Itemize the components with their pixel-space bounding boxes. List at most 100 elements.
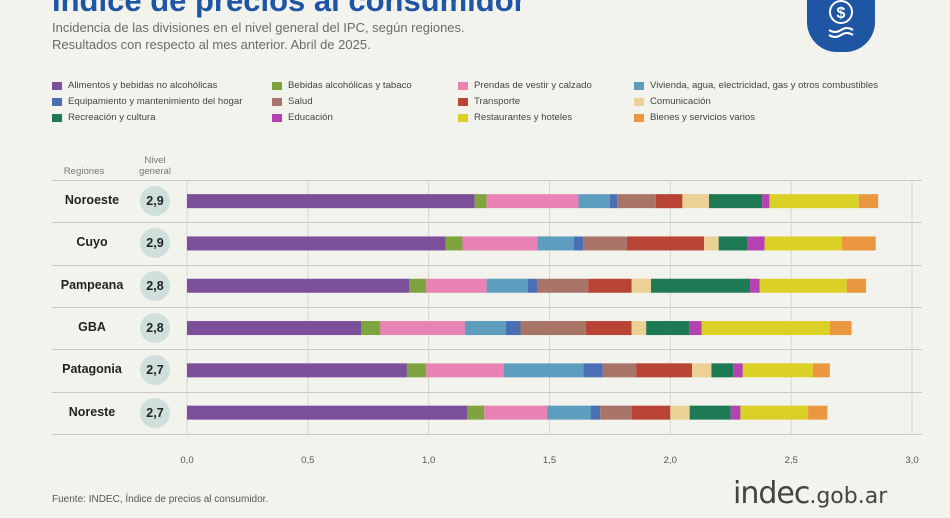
bar-segment [187, 236, 446, 251]
bar-segment [583, 236, 627, 251]
svg-text:$: $ [837, 5, 846, 22]
legend-swatch [634, 113, 644, 122]
region-label: Pampeana [60, 277, 124, 292]
bar-segment [484, 405, 548, 420]
page-title: Índice de precios al consumidor [52, 0, 526, 18]
legend-swatch [634, 97, 644, 106]
bar-segment [858, 194, 879, 209]
general-level-badge: 2,8 [140, 270, 170, 301]
level-column-header: Nivel general [130, 155, 180, 177]
indec-logo: $ [807, 0, 875, 52]
bar-segment [646, 321, 690, 336]
dollar-sign-icon: $ [828, 0, 854, 38]
bar-segment [689, 321, 702, 336]
row-separator [52, 222, 922, 224]
legend-item: Transporte [458, 96, 520, 107]
legend-label: Salud [288, 96, 313, 107]
bar-segment [467, 405, 485, 420]
bar-segment [617, 194, 656, 209]
bar-segment [486, 278, 528, 293]
general-level-badge: 2,9 [140, 186, 170, 217]
bar-segment [506, 321, 521, 336]
x-tick-label: 2,5 [784, 455, 797, 466]
bar-segment [682, 194, 709, 209]
bar-segment [655, 194, 683, 209]
general-level-badge: 2,7 [140, 397, 170, 428]
general-level-badge: 2,8 [140, 313, 170, 344]
bar-segment [474, 194, 487, 209]
bar-segment [537, 278, 589, 293]
bar-segment [709, 194, 763, 209]
bar-segment [406, 363, 427, 378]
bar-segment [812, 363, 830, 378]
bar-segment [808, 405, 828, 420]
bar-segment [636, 363, 693, 378]
x-tick-label: 2,0 [664, 455, 677, 466]
bar-segment [759, 278, 847, 293]
bar-segment [692, 363, 712, 378]
legend-item: Prendas de vestir y calzado [458, 80, 592, 91]
region-label: Noroeste [64, 193, 120, 208]
legend-item: Bebidas alcohólicas y tabaco [272, 80, 412, 91]
brand-main: indec [733, 476, 810, 511]
bar-segment [503, 363, 584, 378]
x-tick-label: 0,0 [180, 455, 193, 466]
regions-column-header: Regiones [63, 166, 105, 177]
legend-swatch [52, 97, 62, 106]
row-separator [52, 349, 922, 351]
subtitle-line-1: Incidencia de las divisiones en el nivel… [52, 20, 465, 35]
brand-logo: indec.gob.ar [733, 476, 887, 511]
bar-segment [769, 194, 859, 209]
x-tick-label: 1,5 [543, 455, 556, 466]
legend-item: Alimentos y bebidas no alcohólicas [52, 80, 217, 91]
bar-segment [445, 236, 463, 251]
source-note: Fuente: INDEC, Índice de precios al cons… [52, 494, 269, 505]
row-separator [52, 306, 922, 308]
row-separator [52, 180, 922, 181]
bar-segment [602, 363, 637, 378]
level-header-line-2: general [138, 166, 171, 177]
bar-segment [590, 405, 601, 420]
legend-item: Restaurantes y hoteles [458, 112, 572, 123]
brand-ext: .gob.ar [809, 484, 888, 509]
legend-label: Bebidas alcohólicas y tabaco [288, 80, 412, 91]
bar-segment [740, 405, 809, 420]
bar-segment [764, 236, 842, 251]
bar-segment [573, 236, 584, 251]
legend-item: Equipamiento y mantenimiento del hogar [52, 96, 242, 107]
legend-label: Prendas de vestir y calzado [474, 80, 592, 91]
row-separator [52, 433, 922, 435]
bar-segment [600, 405, 632, 420]
bar-segment [464, 321, 506, 336]
bar-segment [631, 321, 647, 336]
bar-segment [631, 405, 671, 420]
bar-segment [670, 405, 690, 420]
legend-swatch [52, 113, 62, 122]
bar-segment [762, 194, 770, 209]
legend-swatch [272, 97, 282, 106]
bar-segment [409, 278, 427, 293]
legend-label: Recreación y cultura [68, 112, 156, 123]
bar-segment [426, 363, 504, 378]
legend-item: Vivienda, agua, electricidad, gas y otro… [634, 80, 878, 91]
bar-segment [742, 363, 813, 378]
legend-label: Alimentos y bebidas no alcohólicas [68, 80, 218, 91]
legend-swatch [634, 81, 644, 90]
bar-segment [651, 278, 751, 293]
legend-label: Restaurantes y hoteles [474, 112, 573, 123]
bar-segment [588, 278, 632, 293]
level-header-line-1: Nivel [144, 155, 166, 166]
bar-segment [426, 278, 487, 293]
legend-swatch [458, 81, 468, 90]
bar-segment [486, 194, 579, 209]
bar-segment [841, 236, 876, 251]
row-separator [52, 391, 922, 393]
region-label: Cuyo [76, 235, 108, 250]
bar-segment [361, 321, 381, 336]
general-level-badge: 2,9 [140, 228, 170, 259]
page-subtitle: Incidencia de las divisiones en el nivel… [52, 19, 465, 53]
bar-segment [585, 321, 632, 336]
bar-segment [609, 194, 618, 209]
bar-segment [187, 194, 475, 209]
bar-segment [750, 278, 760, 293]
